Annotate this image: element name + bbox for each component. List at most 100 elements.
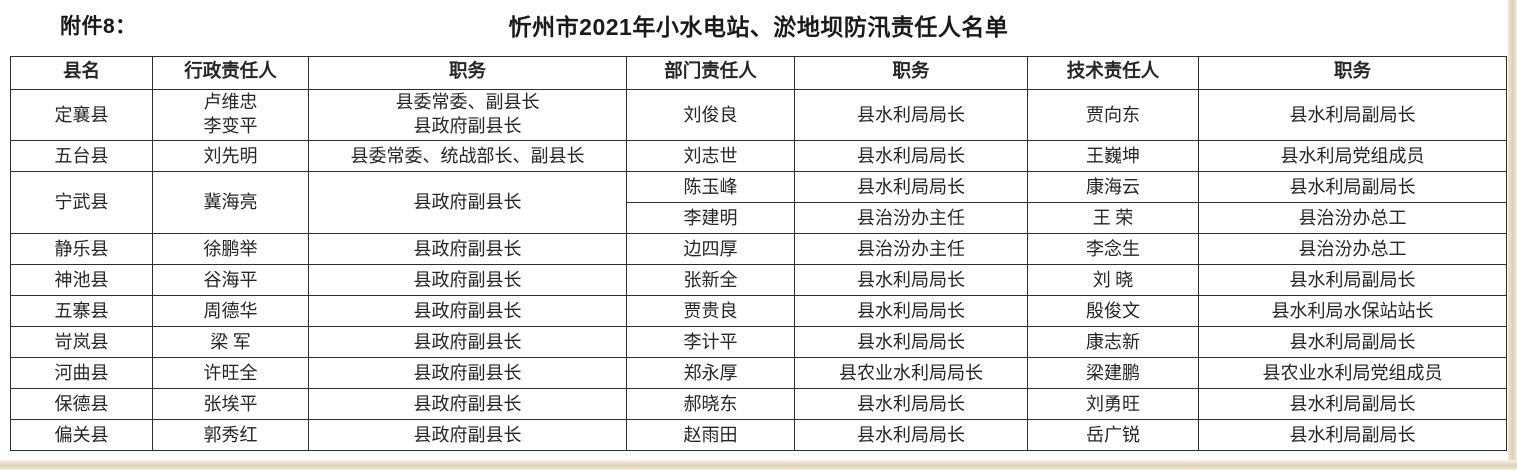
cell-dept-person: 张新全 <box>626 264 795 296</box>
cell-dept-title: 县治汾办主任 <box>794 202 1028 234</box>
table-row: 河曲县 许旺全 县政府副县长 郑永厚 县农业水利局局长 梁建鹏 县农业水利局党组… <box>10 357 1507 389</box>
table-row: 神池县 谷海平 县政府副县长 张新全 县水利局局长 刘 晓 县水利局副局长 <box>10 264 1507 296</box>
table-row: 偏关县 郭秀红 县政府副县长 赵雨田 县水利局局长 岳广锐 县水利局副局长 <box>10 419 1507 451</box>
cell-admin-title: 县委常委、统战部长、副县长 <box>308 140 627 172</box>
cell-admin-title: 县政府副县长 <box>308 233 627 265</box>
cell-tech-title: 县治汾办总工 <box>1198 233 1507 265</box>
cell-dept-title: 县水利局局长 <box>794 264 1028 296</box>
page-title: 忻州市2021年小水电站、淤地坝防汛责任人名单 <box>508 14 1009 40</box>
cell-admin-title: 县政府副县长 <box>308 357 627 389</box>
cell-admin-person: 谷海平 <box>152 264 309 296</box>
cell-dept-person: 郑永厚 <box>626 357 795 389</box>
cell-dept-title: 县水利局局长 <box>794 171 1028 203</box>
cell-county: 神池县 <box>10 264 153 296</box>
admin-title-line-2: 县政府副县长 <box>413 116 522 136</box>
cell-dept-person: 李建明 <box>626 202 795 234</box>
responsibility-table-wrapper: 县名 行政责任人 职务 部门责任人 职务 技术责任人 职务 定襄县 卢维忠 李变… <box>10 56 1507 451</box>
cell-admin-title: 县政府副县长 <box>308 171 627 234</box>
cell-tech-person: 康海云 <box>1027 171 1199 203</box>
cell-admin-person: 冀海亮 <box>152 171 309 234</box>
admin-person-line-1: 卢维忠 <box>203 92 258 113</box>
cell-dept-person: 刘志世 <box>626 140 795 172</box>
cell-tech-title: 县水利局水保站站长 <box>1198 295 1507 327</box>
cell-tech-person: 岳广锐 <box>1027 419 1199 451</box>
cell-dept-person: 李计平 <box>626 326 795 358</box>
column-header-admin-title: 职务 <box>308 56 627 90</box>
cell-dept-title: 县水利局局长 <box>794 89 1028 141</box>
column-header-tech-person: 技术责任人 <box>1027 56 1199 90</box>
cell-admin-title: 县政府副县长 <box>308 419 627 451</box>
admin-person-line-2: 李变平 <box>203 116 258 136</box>
cell-admin-person: 周德华 <box>152 295 309 327</box>
cell-dept-title: 县水利局局长 <box>794 388 1028 420</box>
cell-admin-title: 县政府副县长 <box>308 264 627 296</box>
cell-tech-title: 县水利局副局长 <box>1198 171 1507 203</box>
cell-admin-title: 县政府副县长 <box>308 326 627 358</box>
cell-tech-person: 刘 晓 <box>1027 264 1199 296</box>
cell-dept-title: 县水利局局长 <box>794 295 1028 327</box>
cell-county: 岢岚县 <box>10 326 153 358</box>
cell-dept-title: 县治汾办主任 <box>794 233 1028 265</box>
cell-tech-title: 县治汾办总工 <box>1198 202 1507 234</box>
cell-tech-person: 梁建鹏 <box>1027 357 1199 389</box>
admin-title-line-1: 县委常委、副县长 <box>395 92 540 113</box>
cell-tech-title: 县农业水利局党组成员 <box>1198 357 1507 389</box>
cell-county: 宁武县 <box>10 171 153 234</box>
cell-tech-title: 县水利局副局长 <box>1198 326 1507 358</box>
cell-admin-person: 许旺全 <box>152 357 309 389</box>
cell-dept-title: 县水利局局长 <box>794 326 1028 358</box>
cell-tech-person: 王巍坤 <box>1027 140 1199 172</box>
cell-admin-title: 县政府副县长 <box>308 388 627 420</box>
cell-dept-person: 边四厚 <box>626 233 795 265</box>
cell-admin-person: 郭秀红 <box>152 419 309 451</box>
cell-tech-title: 县水利局副局长 <box>1198 419 1507 451</box>
table-row: 李建明 县治汾办主任 王 荣 县治汾办总工 <box>11 202 1507 234</box>
table-row: 宁武县 冀海亮 县政府副县长 陈玉峰 县水利局局长 康海云 县水利局副局长 <box>10 171 1507 234</box>
cell-county: 静乐县 <box>10 233 153 265</box>
table-row: 五台县 刘先明 县委常委、统战部长、副县长 刘志世 县水利局局长 王巍坤 县水利… <box>10 140 1507 172</box>
cell-county: 定襄县 <box>10 89 153 141</box>
cell-admin-person: 梁 军 <box>152 326 309 358</box>
cell-county: 河曲县 <box>10 357 153 389</box>
column-header-tech-title: 职务 <box>1198 56 1507 90</box>
attachment-label: 附件8： <box>60 15 137 38</box>
responsibility-table: 县名 行政责任人 职务 部门责任人 职务 技术责任人 职务 定襄县 卢维忠 李变… <box>10 56 1507 451</box>
document-header: 附件8： 忻州市2021年小水电站、淤地坝防汛责任人名单 <box>0 0 1517 52</box>
cell-tech-title: 县水利局党组成员 <box>1198 140 1507 172</box>
cell-county: 五台县 <box>10 140 153 172</box>
cell-tech-person: 康志新 <box>1027 326 1199 358</box>
table-row: 保德县 张埃平 县政府副县长 郝晓东 县水利局局长 刘勇旺 县水利局副局长 <box>10 388 1507 420</box>
cell-dept-title: 县水利局局长 <box>794 419 1028 451</box>
cell-tech-person: 贾向东 <box>1027 89 1199 141</box>
column-header-dept-person: 部门责任人 <box>626 56 795 90</box>
cell-tech-title: 县水利局副局长 <box>1198 388 1507 420</box>
cell-county: 保德县 <box>10 388 153 420</box>
cell-county: 五寨县 <box>10 295 153 327</box>
cell-admin-person: 刘先明 <box>152 140 309 172</box>
column-header-county: 县名 <box>10 56 153 90</box>
cell-dept-person: 陈玉峰 <box>626 171 795 203</box>
cell-dept-person: 赵雨田 <box>626 419 795 451</box>
cell-tech-person: 殷俊文 <box>1027 295 1199 327</box>
table-row: 静乐县 徐鹏举 县政府副县长 边四厚 县治汾办主任 李念生 县治汾办总工 <box>10 233 1507 265</box>
cell-county: 偏关县 <box>10 419 153 451</box>
table-row: 五寨县 周德华 县政府副县长 贾贵良 县水利局局长 殷俊文 县水利局水保站站长 <box>10 295 1507 327</box>
cell-dept-title: 县水利局局长 <box>794 140 1028 172</box>
scan-edge-right <box>1508 0 1517 470</box>
cell-tech-title: 县水利局副局长 <box>1198 264 1507 296</box>
cell-admin-person: 卢维忠 李变平 <box>152 89 309 141</box>
table-row: 岢岚县 梁 军 县政府副县长 李计平 县水利局局长 康志新 县水利局副局长 <box>10 326 1507 358</box>
cell-tech-person: 刘勇旺 <box>1027 388 1199 420</box>
column-header-dept-title: 职务 <box>794 56 1028 90</box>
cell-tech-person: 李念生 <box>1027 233 1199 265</box>
cell-tech-person: 王 荣 <box>1027 202 1199 234</box>
table-header-row: 县名 行政责任人 职务 部门责任人 职务 技术责任人 职务 <box>10 56 1507 90</box>
cell-admin-person: 张埃平 <box>152 388 309 420</box>
cell-admin-title: 县政府副县长 <box>308 295 627 327</box>
cell-tech-title: 县水利局副局长 <box>1198 89 1507 141</box>
cell-dept-person: 郝晓东 <box>626 388 795 420</box>
cell-dept-person: 刘俊良 <box>626 89 795 141</box>
table-row: 定襄县 卢维忠 李变平 县委常委、副县长 县政府副县长 刘俊良 县水利局局长 贾… <box>10 89 1507 141</box>
scan-edge-bottom <box>0 460 1517 470</box>
